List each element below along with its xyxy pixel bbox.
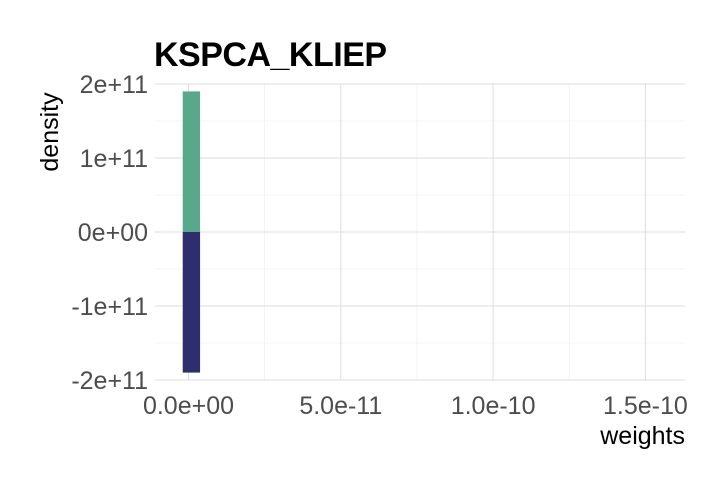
x-tick-label: 1.0e-10 — [451, 392, 536, 420]
x-tick-label: 1.5e-10 — [603, 392, 688, 420]
y-axis-title: density — [36, 92, 64, 172]
x-tick-label: 5.0e-11 — [299, 392, 382, 420]
y-tick-label: 1e+11 — [80, 145, 148, 173]
negative-density-bar — [182, 232, 201, 373]
x-axis-title: weights — [599, 422, 685, 450]
y-tick-label: 2e+11 — [80, 71, 148, 99]
y-tick-label: -2e+11 — [71, 367, 148, 395]
y-tick-label: 0e+00 — [78, 219, 148, 247]
y-tick-label: -1e+11 — [71, 293, 148, 321]
tick-labels: 0.0e+00 5.0e-11 1.0e-10 1.5e-10 2e+11 1e+11 0e… — [71, 71, 687, 420]
bars — [182, 91, 201, 373]
positive-density-bar — [182, 91, 201, 233]
grid-lines — [155, 83, 685, 381]
x-tick-label: 0.0e+00 — [143, 392, 234, 420]
chart-title: KSPCA_KLIEP — [154, 36, 387, 74]
